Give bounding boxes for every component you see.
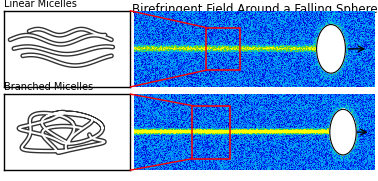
Bar bbox=[206, 28, 240, 70]
Text: Linear Micelles: Linear Micelles bbox=[4, 0, 77, 9]
Ellipse shape bbox=[317, 25, 345, 73]
Text: Birefringent Field Around a Falling Sphere: Birefringent Field Around a Falling Sphe… bbox=[132, 3, 378, 16]
Ellipse shape bbox=[330, 109, 356, 155]
Bar bbox=[192, 106, 230, 159]
Text: Branched Micelles: Branched Micelles bbox=[4, 82, 93, 92]
